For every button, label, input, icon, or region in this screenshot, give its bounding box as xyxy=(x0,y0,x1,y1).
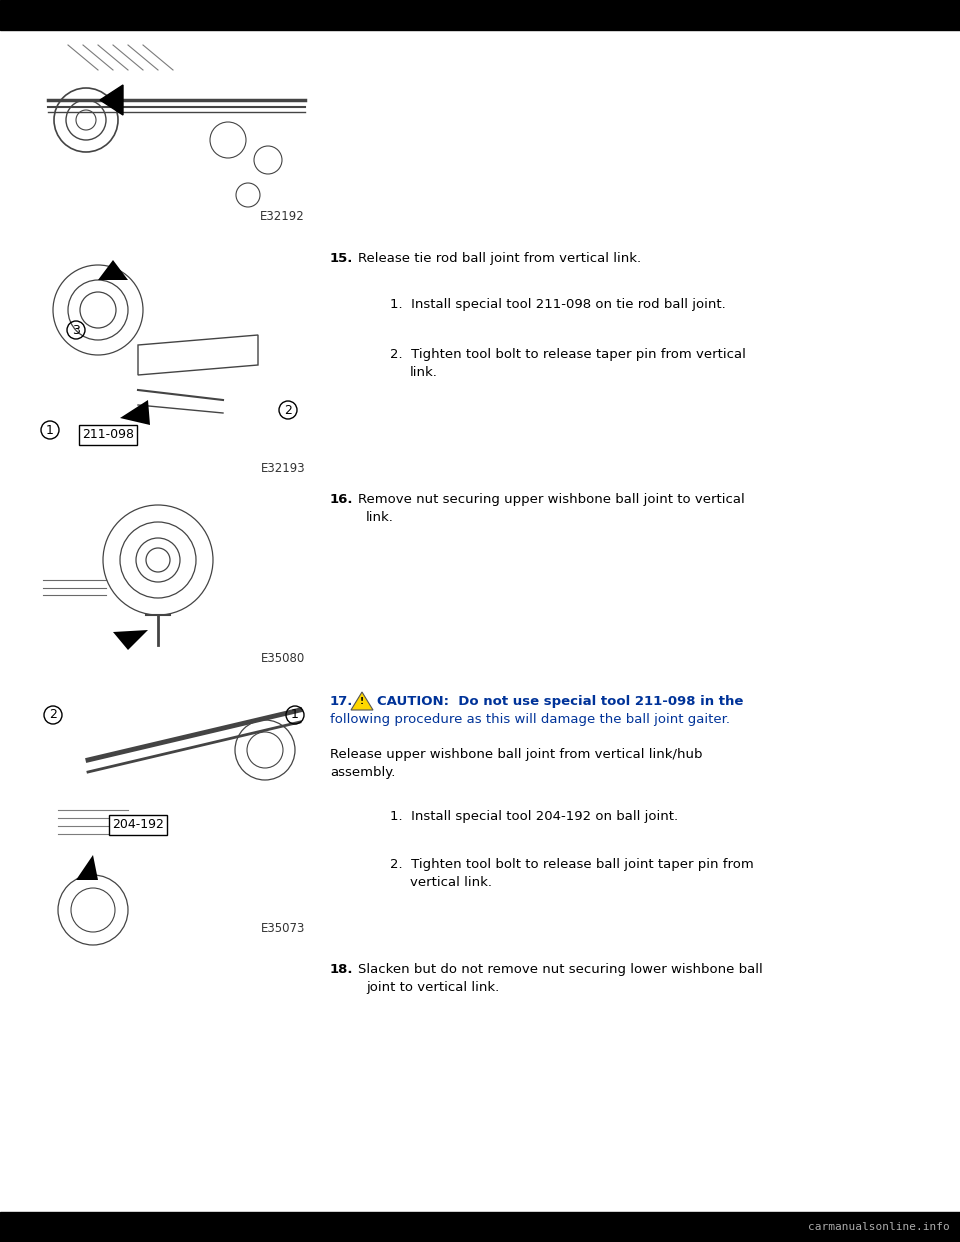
Text: E32192: E32192 xyxy=(260,210,305,224)
Bar xyxy=(0,1212,960,1242)
Text: 3: 3 xyxy=(72,323,80,337)
Text: Slacken but do not remove nut securing lower wishbone ball: Slacken but do not remove nut securing l… xyxy=(358,963,763,976)
Text: assembly.: assembly. xyxy=(330,766,396,779)
Polygon shape xyxy=(113,630,148,650)
Text: link.: link. xyxy=(366,510,394,524)
Bar xyxy=(38,681,310,940)
Text: vertical link.: vertical link. xyxy=(410,876,492,889)
Text: 211-098: 211-098 xyxy=(82,428,134,441)
Text: 1.  Install special tool 204-192 on ball joint.: 1. Install special tool 204-192 on ball … xyxy=(390,810,678,823)
Text: Remove nut securing upper wishbone ball joint to vertical: Remove nut securing upper wishbone ball … xyxy=(358,493,745,505)
Text: CAUTION:  Do not use special tool 211-098 in the: CAUTION: Do not use special tool 211-098… xyxy=(377,696,743,708)
Text: 17.: 17. xyxy=(330,696,353,708)
Text: !: ! xyxy=(360,697,364,705)
Text: E35080: E35080 xyxy=(261,652,305,664)
Text: 15.: 15. xyxy=(330,252,353,265)
Polygon shape xyxy=(138,335,258,375)
Polygon shape xyxy=(351,692,373,710)
Text: joint to vertical link.: joint to vertical link. xyxy=(366,981,499,994)
Text: 2: 2 xyxy=(49,708,57,722)
Polygon shape xyxy=(120,400,150,425)
Text: 1: 1 xyxy=(291,708,299,722)
Text: E35073: E35073 xyxy=(260,922,305,935)
Polygon shape xyxy=(100,84,123,116)
Text: Release upper wishbone ball joint from vertical link/hub: Release upper wishbone ball joint from v… xyxy=(330,748,703,761)
Text: 2.  Tighten tool bolt to release taper pin from vertical: 2. Tighten tool bolt to release taper pi… xyxy=(390,348,746,361)
Polygon shape xyxy=(98,260,128,279)
Text: 1: 1 xyxy=(46,424,54,436)
Text: link.: link. xyxy=(410,366,438,379)
Text: 204-192: 204-192 xyxy=(112,818,164,831)
Text: following procedure as this will damage the ball joint gaiter.: following procedure as this will damage … xyxy=(330,713,730,727)
Text: E32193: E32193 xyxy=(260,462,305,474)
Text: 16.: 16. xyxy=(330,493,353,505)
Bar xyxy=(38,491,310,669)
Text: carmanualsonline.info: carmanualsonline.info xyxy=(808,1222,950,1232)
Bar xyxy=(38,235,310,479)
Bar xyxy=(0,0,960,30)
Text: 2.  Tighten tool bolt to release ball joint taper pin from: 2. Tighten tool bolt to release ball joi… xyxy=(390,858,754,871)
Polygon shape xyxy=(76,854,98,881)
Text: 1.  Install special tool 211-098 on tie rod ball joint.: 1. Install special tool 211-098 on tie r… xyxy=(390,298,726,310)
Bar xyxy=(38,40,310,229)
Text: Release tie rod ball joint from vertical link.: Release tie rod ball joint from vertical… xyxy=(358,252,641,265)
Text: 2: 2 xyxy=(284,404,292,416)
Text: 18.: 18. xyxy=(330,963,353,976)
